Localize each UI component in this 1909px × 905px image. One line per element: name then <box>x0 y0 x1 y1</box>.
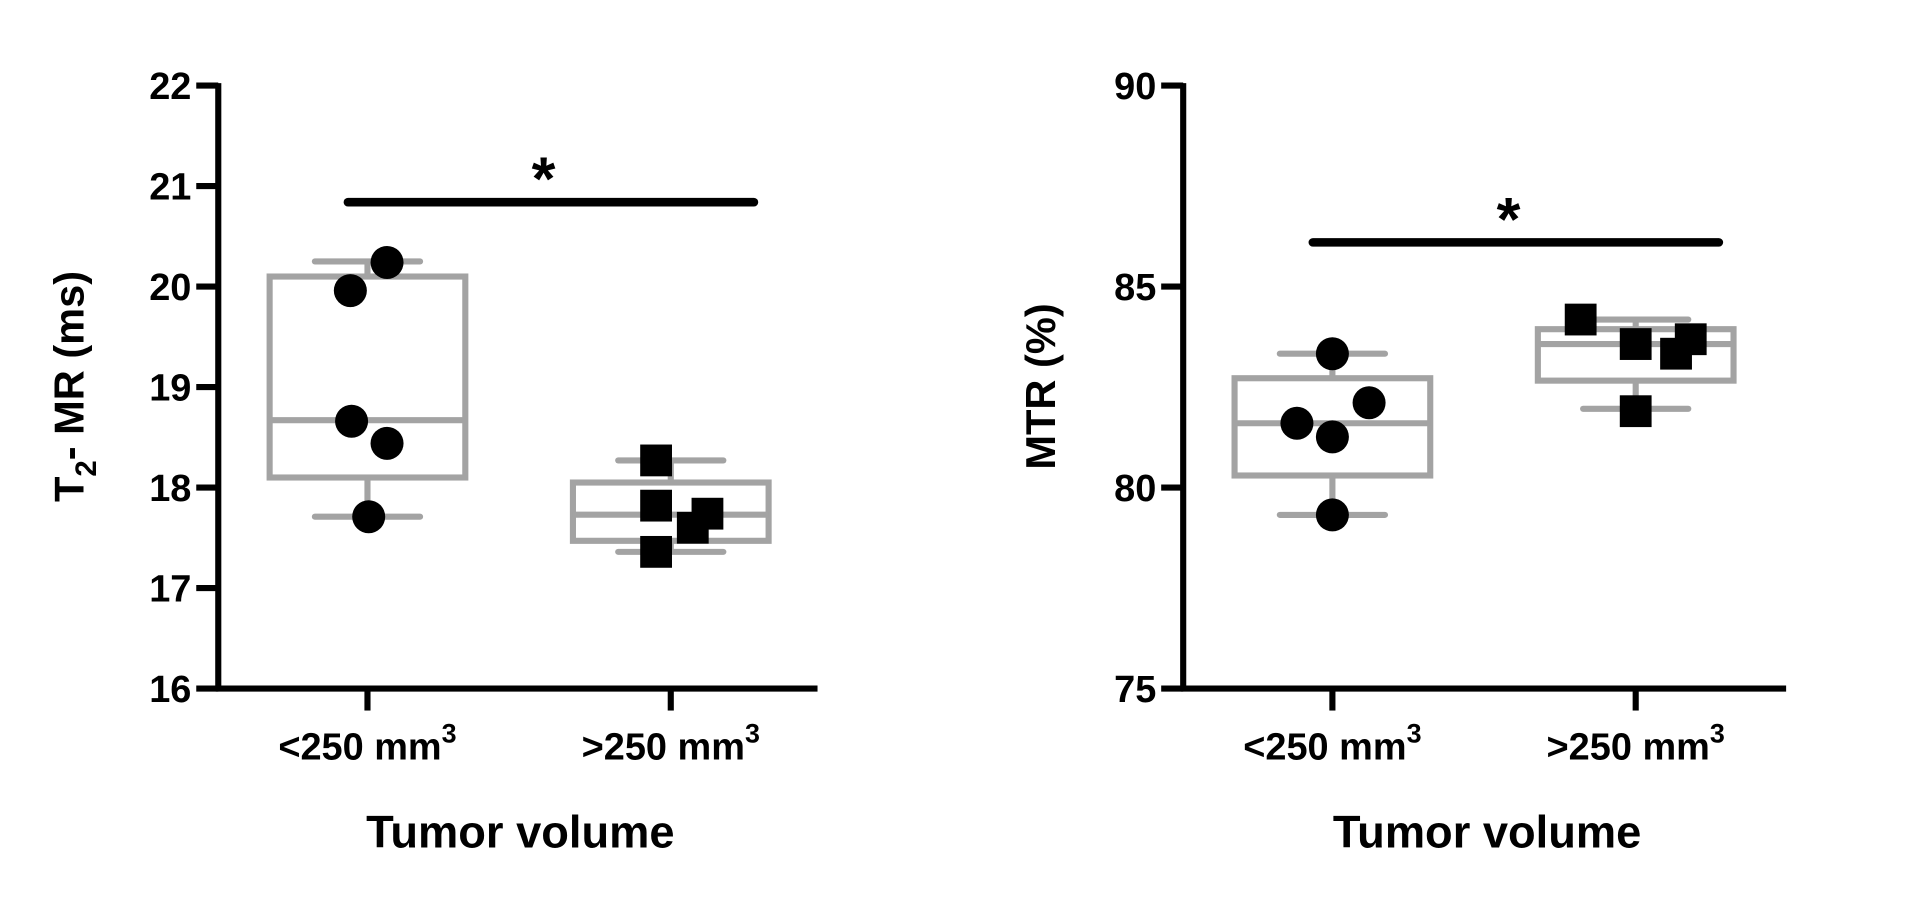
x-tick-label: <250 mm3 <box>1243 718 1421 768</box>
point <box>640 535 672 568</box>
point <box>691 497 724 530</box>
category-text: <250 mm <box>278 726 441 768</box>
point <box>333 274 367 308</box>
x-tick-label: <250 mm3 <box>278 718 456 768</box>
x-tick-label: >250 mm3 <box>1547 718 1725 768</box>
point <box>640 489 672 522</box>
y-tick-label: 20 <box>149 267 191 309</box>
y-tick-label: 80 <box>1114 468 1156 510</box>
y-tick-label: 19 <box>149 368 191 410</box>
y-tick-label: 18 <box>149 468 191 510</box>
y-tick-label: 22 <box>149 66 191 108</box>
point <box>1280 406 1314 440</box>
y-tick-label: 21 <box>149 167 191 209</box>
point <box>1315 498 1349 532</box>
x-tick-label: >250 mm3 <box>582 718 760 768</box>
y-tick-label: 90 <box>1114 66 1156 108</box>
point <box>335 404 369 438</box>
category-text: >250 mm <box>1547 726 1710 768</box>
x-axis-label: Tumor volume <box>366 807 674 858</box>
chart: 16 17 18 19 20 21 22 T2- MR (ms) Tumor volume <25… <box>46 66 818 858</box>
category-sup: 3 <box>745 718 760 748</box>
category-sup: 3 <box>442 718 457 748</box>
point <box>1315 420 1349 454</box>
point <box>1674 323 1707 356</box>
point <box>1315 337 1349 371</box>
point <box>370 426 404 460</box>
y-label-sub: 2 <box>70 460 103 476</box>
y-axis-label: MTR (%) <box>1017 303 1064 469</box>
y-tick-label: 17 <box>149 568 191 610</box>
y-tick-label: 85 <box>1114 267 1156 309</box>
y-axis-label: T2- MR (ms) <box>46 271 103 502</box>
x-axis-label: Tumor volume <box>1333 807 1641 858</box>
point <box>1352 386 1386 420</box>
category-sup: 3 <box>1407 718 1422 748</box>
box <box>266 273 469 481</box>
point <box>1564 303 1597 336</box>
y-tick-label: 16 <box>149 669 191 711</box>
category-sup: 3 <box>1710 718 1725 748</box>
point <box>352 500 386 534</box>
significance-label: * <box>1497 185 1521 253</box>
category-text: >250 mm <box>582 726 745 768</box>
significance-label: * <box>532 145 556 213</box>
point <box>1619 328 1652 360</box>
category-text: <250 mm <box>1243 726 1406 768</box>
point <box>370 245 404 279</box>
y-label-rest: - MR (ms) <box>46 271 93 460</box>
y-tick-label: 75 <box>1114 669 1156 711</box>
point <box>1619 395 1652 428</box>
point <box>640 444 672 477</box>
y-label-main: T <box>46 477 93 502</box>
y-label-main: MTR (%) <box>1017 303 1064 469</box>
